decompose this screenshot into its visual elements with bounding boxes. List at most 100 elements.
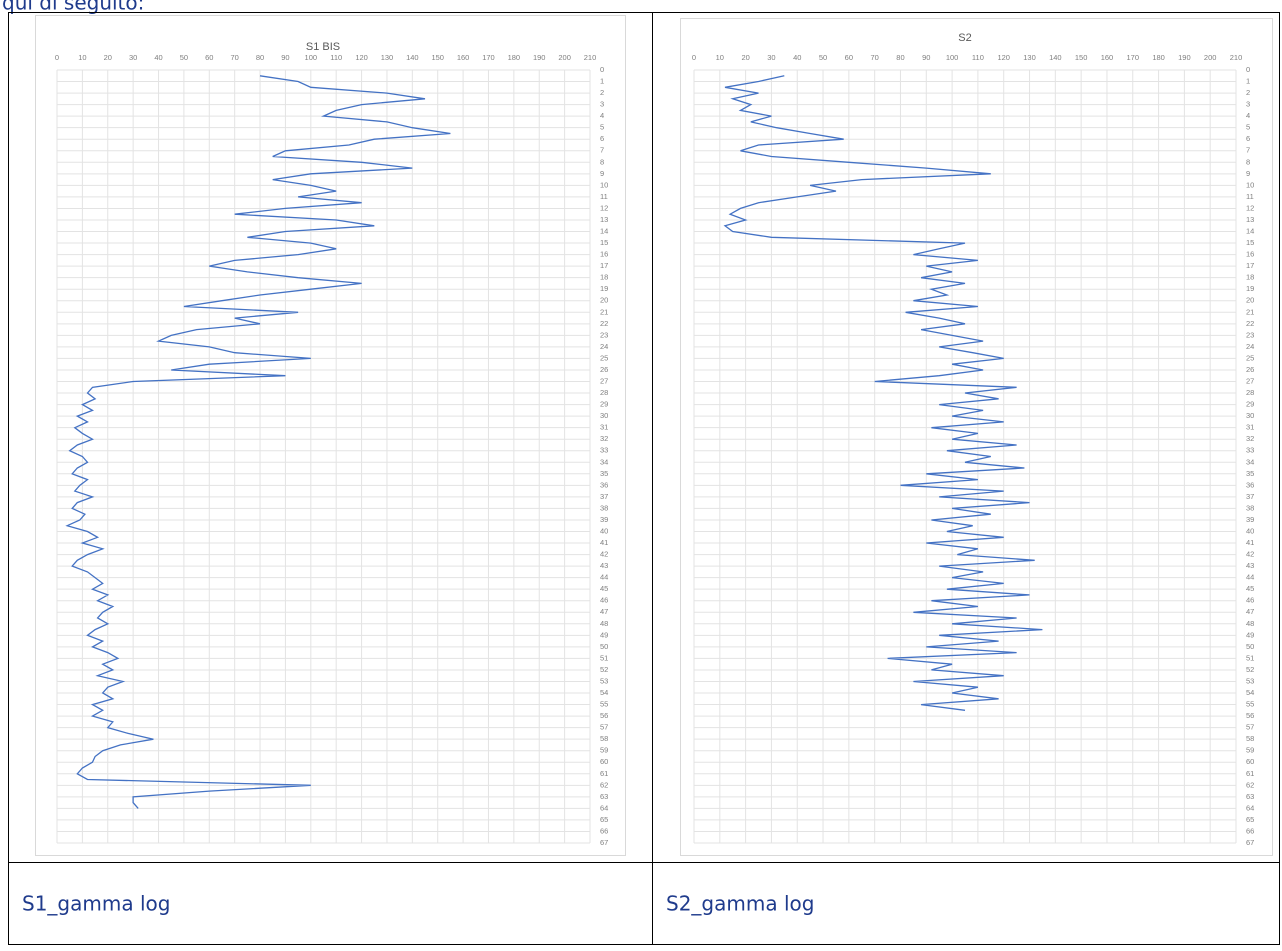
depth-tick-label: 39 — [1246, 515, 1254, 524]
value-tick-label: 0 — [55, 53, 59, 62]
depth-tick-label: 65 — [600, 815, 608, 824]
depth-tick-label: 66 — [600, 826, 608, 835]
depth-tick-label: 7 — [1246, 146, 1250, 155]
depth-tick-label: 46 — [600, 596, 608, 605]
value-tick-label: 200 — [1204, 53, 1217, 62]
value-tick-label: 0 — [692, 53, 696, 62]
depth-tick-label: 11 — [1246, 192, 1254, 201]
depth-tick-label: 58 — [1246, 734, 1254, 743]
depth-tick-label: 18 — [1246, 273, 1254, 282]
gamma-line — [723, 75, 1043, 711]
depth-tick-label: 24 — [600, 342, 608, 351]
depth-tick-label: 54 — [600, 688, 608, 697]
depth-tick-label: 51 — [600, 653, 608, 662]
depth-tick-label: 51 — [1246, 653, 1254, 662]
value-tick-label: 70 — [230, 53, 238, 62]
value-tick-label: 130 — [381, 53, 394, 62]
depth-tick-label: 65 — [1246, 815, 1254, 824]
depth-tick-label: 12 — [1246, 203, 1254, 212]
depth-tick-label: 44 — [600, 573, 608, 582]
value-tick-label: 110 — [972, 53, 984, 62]
depth-tick-label: 29 — [1246, 400, 1254, 409]
depth-tick-label: 33 — [600, 446, 608, 455]
value-tick-label: 20 — [104, 53, 112, 62]
value-tick-label: 160 — [1101, 53, 1114, 62]
depth-tick-label: 59 — [600, 746, 608, 755]
value-tick-label: 60 — [845, 53, 853, 62]
gamma-line — [65, 75, 451, 809]
depth-tick-label: 62 — [600, 780, 608, 789]
depth-tick-label: 18 — [600, 273, 608, 282]
depth-tick-label: 38 — [1246, 503, 1254, 512]
value-tick-label: 180 — [508, 53, 521, 62]
depth-tick-label: 56 — [1246, 711, 1254, 720]
depth-tick-label: 67 — [1246, 838, 1254, 847]
value-tick-label: 30 — [129, 53, 137, 62]
depth-tick-label: 4 — [1246, 111, 1250, 120]
value-tick-label: 120 — [355, 53, 368, 62]
depth-tick-label: 25 — [600, 353, 608, 362]
depth-tick-label: 66 — [1246, 826, 1254, 835]
value-tick-label: 10 — [716, 53, 724, 62]
depth-tick-label: 9 — [600, 169, 604, 178]
value-tick-label: 80 — [256, 53, 264, 62]
depth-tick-label: 31 — [1246, 423, 1254, 432]
value-tick-label: 90 — [281, 53, 289, 62]
depth-tick-label: 8 — [1246, 157, 1250, 166]
value-tick-label: 20 — [741, 53, 749, 62]
depth-tick-label: 14 — [1246, 227, 1254, 236]
value-tick-label: 120 — [997, 53, 1010, 62]
depth-tick-label: 8 — [600, 157, 604, 166]
depth-tick-label: 0 — [600, 65, 604, 74]
depth-tick-label: 61 — [600, 769, 608, 778]
depth-tick-label: 9 — [1246, 169, 1250, 178]
value-tick-label: 100 — [305, 53, 318, 62]
depth-tick-label: 2 — [1246, 88, 1250, 97]
depth-tick-label: 6 — [1246, 134, 1250, 143]
depth-tick-label: 10 — [1246, 180, 1254, 189]
depth-tick-label: 60 — [600, 757, 608, 766]
depth-tick-label: 32 — [1246, 434, 1254, 443]
value-tick-label: 110 — [330, 53, 342, 62]
value-tick-label: 40 — [793, 53, 801, 62]
depth-tick-label: 13 — [1246, 215, 1254, 224]
depth-tick-label: 46 — [1246, 596, 1254, 605]
depth-tick-label: 22 — [600, 319, 608, 328]
depth-tick-label: 3 — [1246, 100, 1250, 109]
depth-tick-label: 54 — [1246, 688, 1254, 697]
depth-tick-label: 45 — [1246, 584, 1254, 593]
depth-tick-label: 19 — [600, 284, 608, 293]
depth-tick-label: 53 — [1246, 676, 1254, 685]
depth-tick-label: 40 — [1246, 526, 1254, 535]
depth-tick-label: 1 — [1246, 77, 1250, 86]
depth-tick-label: 50 — [1246, 642, 1254, 651]
depth-tick-label: 34 — [600, 457, 608, 466]
depth-tick-label: 16 — [1246, 250, 1254, 259]
caption: S1_gamma log — [22, 892, 170, 916]
chart-frame — [35, 15, 626, 856]
depth-tick-label: 64 — [1246, 803, 1254, 812]
depth-tick-label: 28 — [1246, 388, 1254, 397]
depth-tick-label: 12 — [600, 203, 608, 212]
depth-tick-label: 3 — [600, 100, 604, 109]
depth-tick-label: 44 — [1246, 573, 1254, 582]
depth-tick-label: 17 — [600, 261, 608, 270]
depth-tick-label: 61 — [1246, 769, 1254, 778]
depth-tick-label: 20 — [1246, 296, 1254, 305]
depth-tick-label: 7 — [600, 146, 604, 155]
depth-tick-label: 41 — [600, 538, 608, 547]
depth-tick-label: 27 — [600, 376, 608, 385]
depth-tick-label: 29 — [600, 400, 608, 409]
value-tick-label: 50 — [819, 53, 827, 62]
depth-tick-label: 52 — [600, 665, 608, 674]
value-tick-label: 70 — [870, 53, 878, 62]
depth-tick-label: 36 — [600, 480, 608, 489]
depth-tick-label: 28 — [600, 388, 608, 397]
value-tick-label: 30 — [767, 53, 775, 62]
value-tick-label: 190 — [1178, 53, 1191, 62]
depth-tick-label: 63 — [1246, 792, 1254, 801]
depth-tick-label: 25 — [1246, 353, 1254, 362]
value-tick-label: 80 — [896, 53, 904, 62]
value-tick-label: 170 — [482, 53, 495, 62]
